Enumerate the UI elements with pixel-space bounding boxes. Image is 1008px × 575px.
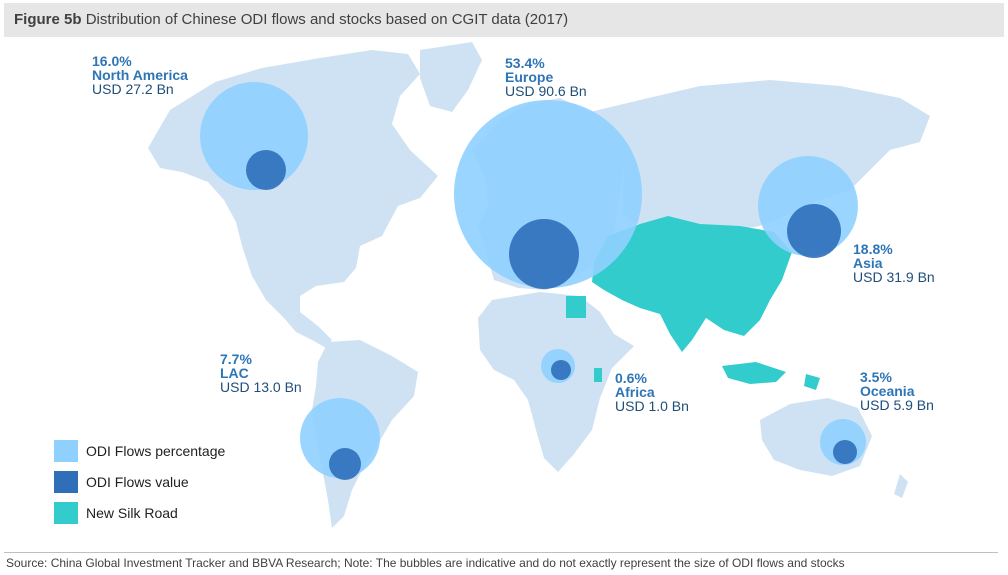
africa-name: Africa: [615, 384, 655, 400]
label-oceania: 3.5% Oceania USD 5.9 Bn: [860, 370, 934, 412]
legend-swatch-silk-road: [54, 502, 78, 524]
source-note: Source: China Global Investment Tracker …: [6, 556, 845, 570]
europe-value: USD 90.6 Bn: [505, 83, 587, 99]
north-america-value: USD 27.2 Bn: [92, 81, 174, 97]
label-asia: 18.8% Asia USD 31.9 Bn: [853, 242, 935, 284]
europe-name: Europe: [505, 69, 554, 85]
oceania-value: USD 5.9 Bn: [860, 397, 934, 413]
land-north-america: [148, 50, 438, 318]
odi-bubbles: [200, 82, 866, 480]
bubble-value-asia: [787, 204, 841, 258]
source-divider: [4, 552, 998, 553]
label-lac: 7.7% LAC USD 13.0 Bn: [220, 352, 302, 394]
lac-pct: 7.7%: [220, 351, 252, 367]
bubble-pct-lac: [300, 398, 380, 478]
legend-label-flow-pct: ODI Flows percentage: [86, 443, 226, 459]
africa-value: USD 1.0 Bn: [615, 398, 689, 414]
label-africa: 0.6% Africa USD 1.0 Bn: [615, 371, 689, 413]
figure-title-text: Distribution of Chinese ODI flows and st…: [85, 11, 569, 28]
legend-swatch-flow-pct: [54, 440, 78, 462]
silk-road-east-africa: [594, 368, 602, 382]
title-bar: Figure 5b Distribution of Chinese ODI fl…: [4, 3, 1004, 37]
land-new-zealand: [894, 474, 908, 498]
europe-pct: 53.4%: [505, 55, 545, 71]
label-europe: 53.4% Europe USD 90.6 Bn: [505, 56, 587, 98]
legend-item-flow-pct: ODI Flows percentage: [54, 440, 274, 462]
legend-swatch-flow-value: [54, 471, 78, 493]
silk-road-pacific-islands: [804, 374, 820, 390]
silk-road-eurasia: [592, 216, 792, 352]
figure-title: Figure 5b Distribution of Chinese ODI fl…: [14, 11, 568, 28]
legend-item-flow-value: ODI Flows value: [54, 471, 274, 493]
figure-number: Figure 5b: [14, 11, 82, 28]
legend-label-flow-value: ODI Flows value: [86, 474, 189, 490]
legend-label-silk-road: New Silk Road: [86, 505, 178, 521]
oceania-name: Oceania: [860, 383, 915, 399]
north-america-pct: 16.0%: [92, 53, 132, 69]
silk-road-egypt: [566, 296, 586, 318]
legend-item-silk-road: New Silk Road: [54, 502, 274, 524]
bubble-value-oceania: [833, 440, 857, 464]
bubble-value-africa: [551, 360, 571, 380]
lac-name: LAC: [220, 365, 249, 381]
bubble-value-europe: [509, 219, 579, 289]
land-central-america: [284, 312, 332, 348]
lac-value: USD 13.0 Bn: [220, 379, 302, 395]
land-greenland: [420, 42, 482, 112]
new-silk-road-countries: [566, 216, 820, 390]
bubble-pct-europe: [454, 100, 642, 288]
asia-value: USD 31.9 Bn: [853, 269, 935, 285]
land-russia: [590, 80, 930, 232]
silk-road-southeast-asia: [722, 362, 786, 384]
asia-pct: 18.8%: [853, 241, 893, 257]
oceania-pct: 3.5%: [860, 369, 892, 385]
bubble-value-lac: [329, 448, 361, 480]
asia-name: Asia: [853, 255, 883, 271]
label-north-america: 16.0% North America USD 27.2 Bn: [92, 54, 188, 96]
north-america-name: North America: [92, 67, 188, 83]
bubble-value-north-america: [246, 150, 286, 190]
africa-pct: 0.6%: [615, 370, 647, 386]
